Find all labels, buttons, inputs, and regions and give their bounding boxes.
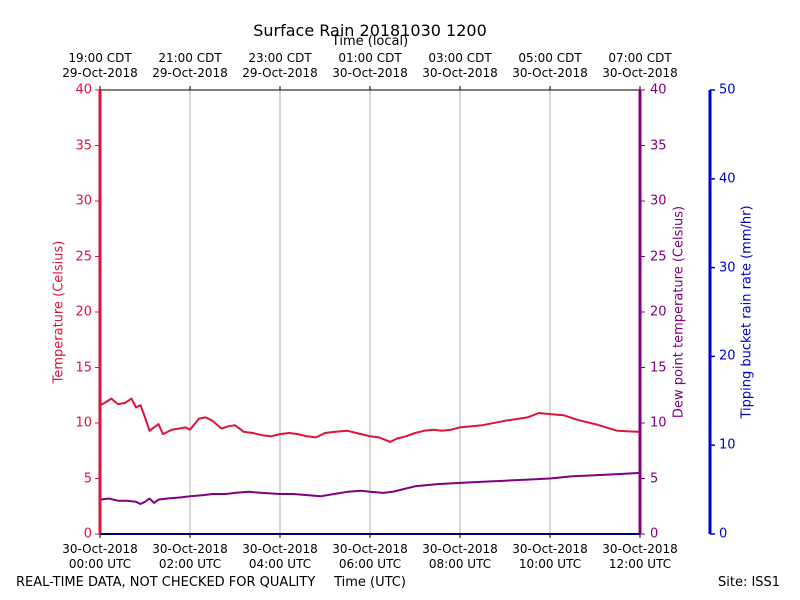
series-dewpoint-line (99, 471, 641, 505)
tick-label-x-utc-time-4: 08:00 UTC (428, 557, 492, 571)
tick-label-x-utc-date-6: 30-Oct-2018 (602, 542, 678, 556)
tick-label-y-rain-5: 50 (719, 82, 736, 98)
tick-label-x-local-date-3: 30-Oct-2018 (332, 66, 408, 80)
grid-lines (189, 90, 551, 534)
tick-label-x-local-time-3: 01:00 CDT (338, 51, 402, 65)
tick-label-y-temperature-4: 20 (75, 304, 92, 320)
tick-label-x-utc-date-4: 30-Oct-2018 (422, 542, 498, 556)
tick-label-y-temperature-3: 15 (75, 360, 92, 375)
footer-site: Site: ISS1 (718, 575, 781, 590)
tick-label-y-temperature-6: 30 (75, 193, 92, 209)
tick-label-x-utc-date-2: 30-Oct-2018 (242, 542, 318, 556)
series-temperature-line (99, 397, 641, 443)
footer-quality-note: REAL-TIME DATA, NOT CHECKED FOR QUALITY (16, 575, 316, 590)
tick-label-x-utc-date-5: 30-Oct-2018 (512, 542, 588, 556)
tick-label-y-dewpoint-0: 0 (650, 526, 659, 542)
tick-label-y-temperature-7: 35 (75, 138, 92, 153)
tick-label-x-local-time-2: 23:00 CDT (248, 51, 312, 65)
x-axis-label: Time (UTC) (334, 575, 406, 590)
tick-label-x-local-time-5: 05:00 CDT (518, 51, 582, 65)
tick-label-y-rain-3: 30 (719, 260, 736, 276)
tick-label-x-local-time-0: 19:00 CDT (68, 51, 132, 65)
tick-label-y-dewpoint-5: 25 (650, 249, 667, 264)
tick-label-y-rain-4: 40 (719, 171, 736, 187)
tick-label-x-local-date-4: 30-Oct-2018 (422, 66, 498, 80)
y-axis-label-rain: Tipping bucket rain rate (mm/hr) (739, 205, 755, 419)
tick-label-y-dewpoint-4: 20 (650, 304, 667, 320)
chart-title: Surface Rain 20181030 1200 (253, 21, 487, 40)
tick-label-y-rain-2: 20 (719, 348, 736, 364)
tick-label-x-local-time-1: 21:00 CDT (158, 51, 222, 65)
tick-label-x-local-date-6: 30-Oct-2018 (602, 66, 678, 80)
tick-label-x-utc-time-6: 12:00 UTC (608, 557, 672, 571)
tick-label-y-temperature-0: 0 (83, 526, 92, 542)
y-axis-label-dewpoint: Dew point temperature (Celsius) (671, 205, 687, 419)
tick-label-x-local-time-4: 03:00 CDT (428, 51, 492, 65)
tick-marks (95, 86, 715, 538)
tick-label-x-local-time-6: 07:00 CDT (608, 51, 672, 65)
tick-label-x-utc-time-0: 00:00 UTC (68, 557, 132, 571)
axes (98, 89, 712, 535)
tick-label-x-local-date-2: 29-Oct-2018 (242, 66, 318, 80)
tick-label-y-temperature-5: 25 (75, 249, 92, 264)
tick-label-x-local-date-5: 30-Oct-2018 (512, 66, 588, 80)
tick-label-y-temperature-8: 40 (75, 82, 92, 98)
tick-label-y-temperature-1: 5 (83, 471, 92, 486)
tick-label-y-rain-0: 0 (719, 526, 728, 542)
tick-label-y-dewpoint-6: 30 (650, 193, 667, 209)
tick-label-y-dewpoint-3: 15 (650, 360, 667, 375)
tick-label-y-rain-1: 10 (719, 437, 736, 453)
tick-label-x-local-date-1: 29-Oct-2018 (152, 66, 228, 80)
tick-label-x-utc-date-0: 30-Oct-2018 (62, 542, 138, 556)
tick-label-y-dewpoint-7: 35 (650, 138, 667, 153)
tick-label-x-utc-time-3: 06:00 UTC (338, 557, 402, 571)
tick-label-x-local-date-0: 29-Oct-2018 (62, 66, 138, 80)
top-axis-label: Time (local) (331, 34, 409, 49)
tick-label-y-dewpoint-2: 10 (650, 415, 667, 431)
tick-label-x-utc-time-2: 04:00 UTC (248, 557, 312, 571)
tick-label-y-dewpoint-1: 5 (650, 471, 659, 486)
tick-label-x-utc-date-3: 30-Oct-2018 (332, 542, 408, 556)
tick-label-x-utc-time-1: 02:00 UTC (158, 557, 222, 571)
tick-label-x-utc-time-5: 10:00 UTC (518, 557, 582, 571)
tick-label-y-dewpoint-8: 40 (650, 82, 667, 98)
tick-label-y-temperature-2: 10 (75, 415, 92, 431)
tick-label-x-utc-date-1: 30-Oct-2018 (152, 542, 228, 556)
y-axis-label-temperature: Temperature (Celsius) (51, 240, 67, 384)
